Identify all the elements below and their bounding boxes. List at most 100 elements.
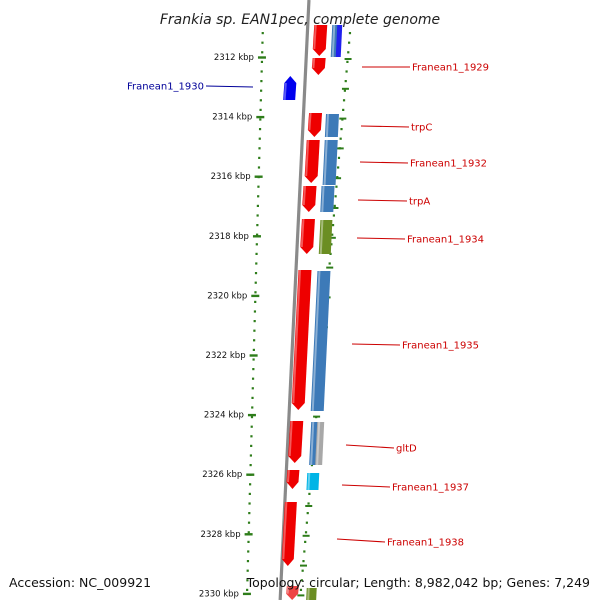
feature-bar[interactable] xyxy=(324,113,339,138)
feature-bar[interactable] xyxy=(306,472,320,491)
ruler-dot-left xyxy=(253,310,257,313)
gene-arrow[interactable] xyxy=(304,139,320,183)
ruler-dot-right xyxy=(300,579,303,582)
scale-label: 2324 kbp xyxy=(204,411,244,421)
gene-label[interactable]: Franean1_1930 xyxy=(127,82,204,93)
ruler-dot-right xyxy=(336,176,339,179)
ruler-dot-right xyxy=(339,137,342,140)
ruler-dot-left xyxy=(252,368,255,371)
gene-label[interactable]: Franean1_1932 xyxy=(410,159,487,170)
gene-label-group[interactable]: Franean1_1930 xyxy=(127,82,254,93)
ruler-dot-left xyxy=(256,224,259,227)
ruler-dot-left xyxy=(260,60,264,63)
ruler-dot-left xyxy=(254,300,257,303)
ruler-dot-left xyxy=(250,425,253,428)
feature-bar[interactable] xyxy=(322,139,338,186)
feature-bar[interactable] xyxy=(306,587,317,600)
gene-label-group[interactable]: trpA xyxy=(357,197,430,208)
feature-bar[interactable] xyxy=(310,270,331,412)
ruler-dot-left xyxy=(250,435,253,438)
feature-bar[interactable] xyxy=(320,185,335,213)
ruler-dot-right xyxy=(328,262,331,265)
gene-arrow[interactable] xyxy=(281,501,297,566)
scale-label: 2330 kbp xyxy=(199,589,239,599)
gene-label[interactable]: Franean1_1929 xyxy=(412,63,489,74)
scale-label: 2320 kbp xyxy=(207,291,247,301)
ruler-dot-left xyxy=(247,531,250,534)
ruler-dot-left xyxy=(246,588,249,591)
ruler-dot-left xyxy=(247,550,250,553)
ruler-dot-left xyxy=(247,540,250,543)
ruler-dot-left xyxy=(249,464,252,467)
ruler-dot-left xyxy=(251,377,255,380)
gene-label[interactable]: Franean1_1938 xyxy=(387,538,464,549)
gene-label[interactable]: Franean1_1935 xyxy=(402,341,479,352)
ruler-dot-left xyxy=(246,579,249,582)
ruler-dot-left xyxy=(248,492,251,495)
ruler-dot-right xyxy=(348,41,351,44)
gene-label[interactable]: gltD xyxy=(396,444,417,455)
gene-label[interactable]: Franean1_1934 xyxy=(407,235,484,246)
gene-arrow[interactable] xyxy=(302,185,317,212)
gene-arrow[interactable] xyxy=(286,585,299,600)
gene-arrow[interactable] xyxy=(307,112,323,137)
gene-label[interactable]: trpA xyxy=(409,197,430,208)
ruler-dot-right xyxy=(337,156,341,159)
scale-label: 2322 kbp xyxy=(206,351,246,361)
feature-bar[interactable] xyxy=(315,421,325,466)
ruler-dot-left xyxy=(261,51,264,54)
ruler-dot-right xyxy=(331,224,335,227)
gene-arrow[interactable] xyxy=(288,420,304,463)
leader-line xyxy=(359,161,409,164)
gene-arrow[interactable] xyxy=(283,76,297,101)
ruler-dot-right xyxy=(343,89,346,92)
ruler-dot-left xyxy=(248,502,251,505)
gene-arrow[interactable] xyxy=(300,218,315,254)
gene-label-group[interactable]: trpC xyxy=(360,123,432,134)
ruler-dot-right xyxy=(333,204,336,207)
ruler-dot-left xyxy=(251,387,254,390)
ruler-dot-right xyxy=(310,464,314,467)
ruler-dot-left xyxy=(259,99,262,102)
ruler-dot-left xyxy=(254,281,257,284)
ruler-dot-left xyxy=(255,262,258,265)
gene-label-group[interactable]: Franean1_1935 xyxy=(351,341,479,352)
gene-label-group[interactable]: Franean1_1938 xyxy=(336,538,464,549)
ruler-dot-right xyxy=(307,502,310,505)
feature-bar[interactable] xyxy=(318,219,333,255)
ruler-dot-left xyxy=(250,416,254,419)
ruler-dot-left xyxy=(259,118,262,121)
gene-label[interactable]: trpC xyxy=(411,123,432,134)
ruler-dot-right xyxy=(306,512,309,515)
ruler-dot-right xyxy=(331,233,334,236)
gene-arrow[interactable] xyxy=(291,269,312,410)
ruler-dot-right xyxy=(303,550,306,553)
topology-text: Topology: circular; Length: 8,982,042 bp… xyxy=(246,575,590,590)
gene-label-group[interactable]: Franean1_1932 xyxy=(359,159,487,170)
gene-label-group[interactable]: Franean1_1937 xyxy=(341,483,469,494)
gene-arrow[interactable] xyxy=(311,57,326,75)
ruler-dot-right xyxy=(348,32,352,35)
leader-line xyxy=(360,125,410,128)
ruler-dot-right xyxy=(334,195,337,198)
feature-bar[interactable] xyxy=(330,24,338,58)
accession-text: Accession: NC_009921 xyxy=(9,575,151,590)
ruler-dot-left xyxy=(253,320,256,323)
ruler-dot-right xyxy=(304,531,308,534)
scale-ticks: 2312 kbp 2314 kbp 2316 kbp 2318 kbp 2320 kbp… xyxy=(199,53,352,599)
ruler-dot-right xyxy=(345,70,348,73)
gene-label-group[interactable]: Franean1_1929 xyxy=(362,63,489,74)
gene-arrow[interactable] xyxy=(286,469,300,489)
ruler-dot-right xyxy=(340,128,343,131)
gene-label[interactable]: Franean1_1937 xyxy=(392,483,469,494)
gene-arrow[interactable] xyxy=(312,24,328,56)
ruler-dot-left xyxy=(251,406,254,409)
feature-tracks xyxy=(281,24,343,600)
gene-label-group[interactable]: gltD xyxy=(345,444,417,455)
ruler-dot-left xyxy=(253,339,256,342)
leader-line xyxy=(205,85,254,88)
gene-label-group[interactable]: Franean1_1934 xyxy=(356,235,484,246)
ruler-dot-left xyxy=(259,108,262,111)
ruler-dot-right xyxy=(330,243,333,246)
